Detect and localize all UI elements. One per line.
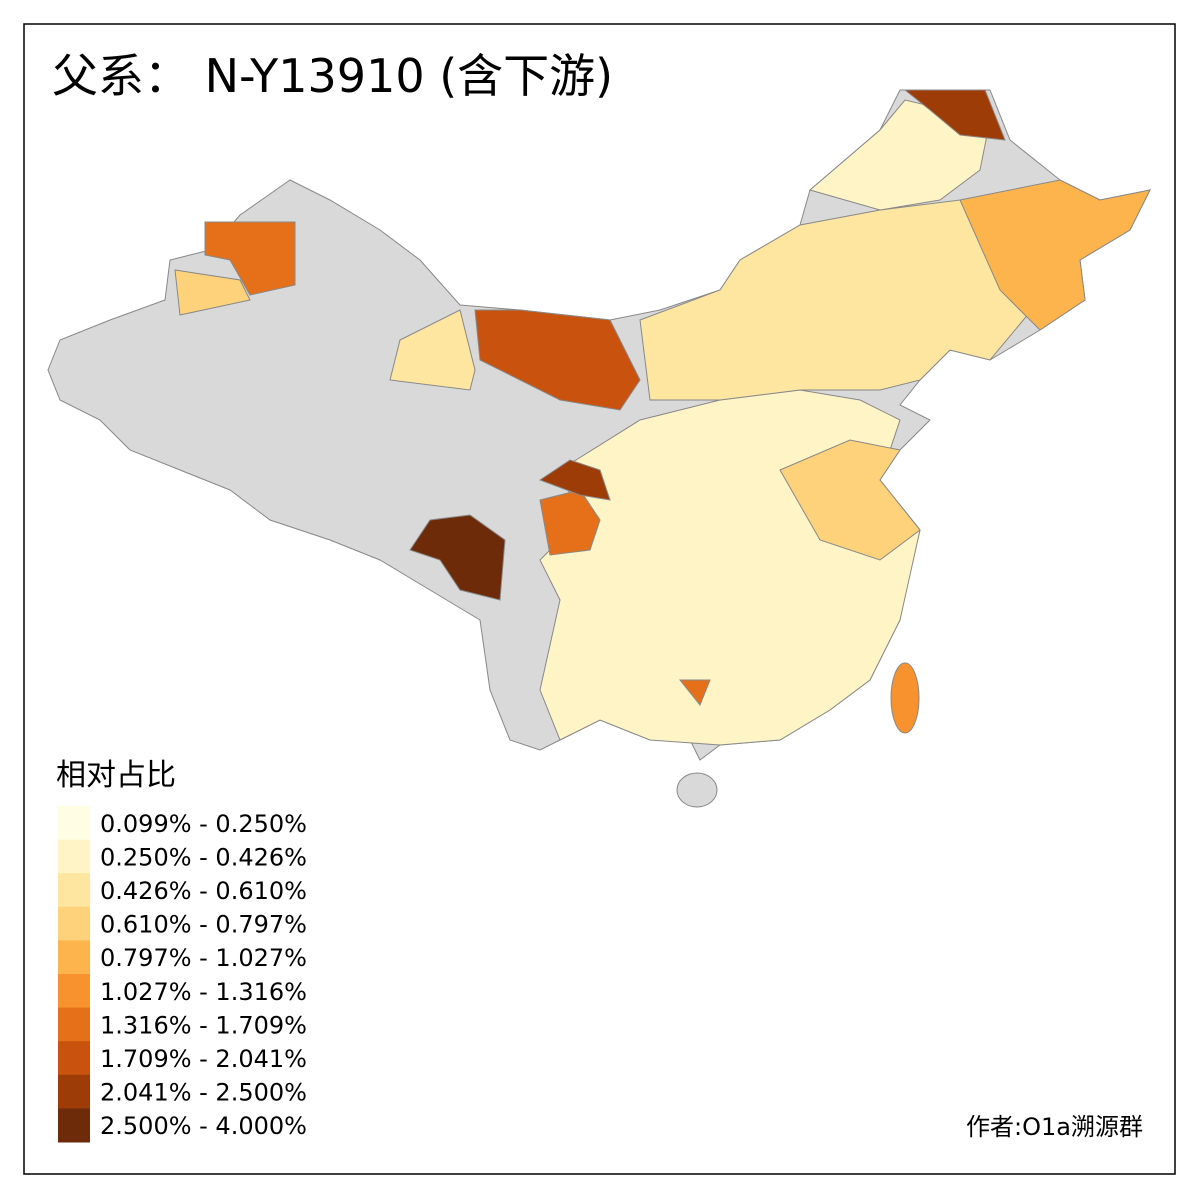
legend-label: 0.610% - 0.797% <box>100 911 307 939</box>
region <box>959 179 1151 331</box>
legend-label: 2.500% - 4.000% <box>100 1112 307 1140</box>
map-regions <box>47 89 1151 808</box>
island <box>676 772 718 808</box>
legend-label: 0.250% - 0.426% <box>100 843 307 871</box>
legend-label: 1.027% - 1.316% <box>100 978 307 1006</box>
legend-swatch <box>58 940 90 975</box>
legend-swatch <box>58 873 90 908</box>
legend-label: 1.709% - 2.041% <box>100 1045 307 1073</box>
region <box>409 514 506 601</box>
legend-label: 1.316% - 1.709% <box>100 1011 307 1039</box>
legend-swatch <box>58 1007 90 1042</box>
legend-swatch <box>58 1108 90 1143</box>
legend: 0.099% - 0.250% 0.250% - 0.426% 0.426% - 0… <box>58 806 307 1143</box>
region <box>389 309 476 391</box>
legend-label: 2.041% - 2.500% <box>100 1079 307 1107</box>
region <box>639 199 1041 401</box>
island <box>890 662 920 734</box>
legend-swatch <box>58 1041 90 1076</box>
legend-label: 0.797% - 1.027% <box>100 944 307 972</box>
region <box>678 679 711 706</box>
map-title: 父系： N-Y13910 (含下游) <box>52 49 613 103</box>
legend-swatch <box>58 906 90 941</box>
legend-swatch <box>58 839 90 874</box>
legend-label: 0.099% - 0.250% <box>100 810 307 838</box>
legend-swatch <box>58 806 90 841</box>
credit: 作者:O1a溯源群 <box>966 1113 1143 1141</box>
legend-swatch <box>58 1074 90 1109</box>
legend-label: 0.426% - 0.610% <box>100 877 307 905</box>
region <box>808 99 991 211</box>
region <box>538 459 611 501</box>
region <box>174 269 251 316</box>
region <box>474 309 641 411</box>
legend-title: 相对占比 <box>56 758 176 793</box>
region <box>779 439 921 561</box>
region <box>204 221 296 296</box>
region <box>903 89 1006 141</box>
legend-swatch <box>58 974 90 1009</box>
